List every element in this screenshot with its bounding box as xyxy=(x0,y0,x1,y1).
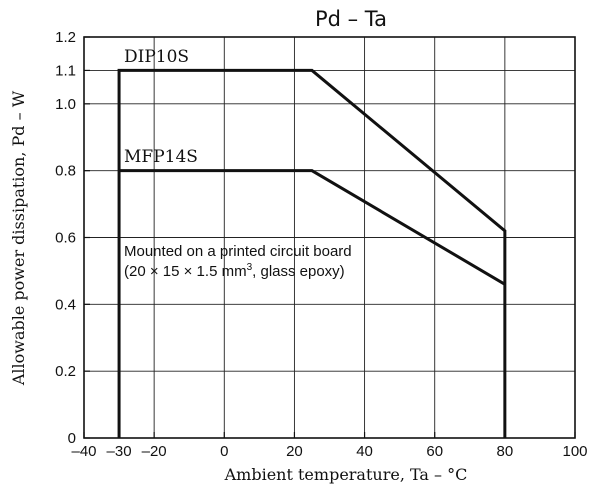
y-tick-label: 1.0 xyxy=(55,96,76,113)
plot-frame xyxy=(83,36,576,439)
x-tick-label: –40 xyxy=(71,443,96,460)
series-line-dip10s xyxy=(117,68,507,438)
x-tick-label: 40 xyxy=(356,443,373,460)
series-lines xyxy=(117,68,507,438)
x-tick-label: 0 xyxy=(220,443,228,460)
x-axis-label: Ambient temperature, Ta – °C xyxy=(224,465,468,484)
annotation-line-2: (20 × 15 × 1.5 mm3, glass epoxy) xyxy=(124,262,345,280)
y-tick-label: 0.8 xyxy=(55,163,76,180)
x-tick-label: 60 xyxy=(426,443,443,460)
y-tick-label: 0.2 xyxy=(55,363,76,380)
grid-lines xyxy=(84,37,575,438)
series-label-dip10s: DIP10S xyxy=(124,47,189,67)
annotation-line-2-suffix: , glass epoxy) xyxy=(252,263,345,280)
x-tick-label: –30 xyxy=(107,443,132,460)
y-tick-labels: 0 0.2 0.4 0.6 0.8 1.0 1.1 1.2 xyxy=(55,29,76,447)
y-tick-label: 1.2 xyxy=(55,29,76,46)
annotation-superscript: 3 xyxy=(247,262,253,273)
annotation-line-2-prefix: (20 × 15 × 1.5 mm xyxy=(124,263,247,280)
series-label-mfp14s: MFP14S xyxy=(124,147,198,167)
y-tick-label: 1.1 xyxy=(55,62,76,79)
x-tick-label: 20 xyxy=(286,443,303,460)
y-tick-label: 0.6 xyxy=(55,230,76,247)
x-tick-label: 80 xyxy=(497,443,514,460)
annotation-line-1: Mounted on a printed circuit board xyxy=(124,243,352,260)
chart-title: Pd – Ta xyxy=(315,7,387,31)
x-tick-label: 100 xyxy=(562,443,587,460)
series-line-mfp14s xyxy=(119,169,506,286)
x-tick-labels: –40 –30 –20 0 20 40 60 80 100 xyxy=(71,443,587,460)
y-tick-label: 0.4 xyxy=(55,296,76,313)
x-tick-label: –20 xyxy=(142,443,167,460)
y-tick-label: 0 xyxy=(68,430,76,447)
y-axis-label: Allowable power dissipation, Pd – W xyxy=(9,90,28,386)
